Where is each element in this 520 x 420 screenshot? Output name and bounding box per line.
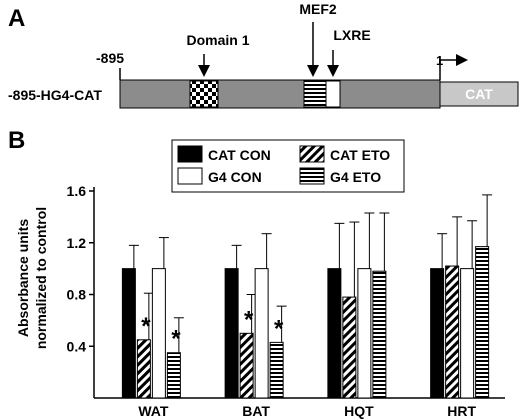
bar [430, 268, 445, 399]
tss-arrow [439, 54, 468, 80]
y-axis-title: Absorbance units normalized to control [15, 207, 49, 349]
x-tick-label: HQT [344, 403, 374, 419]
bar [224, 268, 239, 399]
bar [342, 296, 357, 399]
legend-label: G4 ETO [330, 169, 381, 185]
legend-swatch [299, 145, 325, 163]
bar [460, 268, 475, 399]
bar [166, 352, 181, 399]
panel-a-label: A [8, 5, 25, 32]
y-tick-label: 1.2 [67, 235, 87, 251]
bar [121, 268, 136, 399]
panel-b-label: B [8, 127, 25, 154]
legend-label: CAT ETO [330, 147, 390, 163]
legend-swatch [299, 167, 325, 185]
cat-reporter-box [439, 81, 519, 107]
y-tick-label: 1.6 [67, 183, 87, 199]
bar [475, 246, 490, 399]
significance-marker: * [171, 326, 181, 353]
legend-label: G4 CON [208, 169, 262, 185]
plot-area: 0.4 0.8 1.2 1.6 * * WAT * * BAT HQT HRT [67, 183, 505, 419]
promoter-start-label: -895 [96, 50, 124, 66]
x-tick-label: WAT [138, 403, 169, 419]
promoter-bar [119, 79, 441, 109]
significance-marker: * [244, 306, 254, 333]
cat-label: CAT [465, 86, 493, 102]
legend-swatch [177, 145, 203, 163]
bar [269, 341, 284, 399]
legend-label: CAT CON [208, 147, 271, 163]
chart-legend: CAT CON CAT ETO G4 CON G4 ETO [171, 139, 405, 193]
legend-frame [171, 139, 405, 193]
bar [254, 268, 269, 399]
domain1-label: Domain 1 [186, 32, 249, 48]
construct-label: -895-HG4-CAT [8, 87, 102, 103]
significance-marker: * [141, 313, 151, 340]
bar [239, 332, 254, 399]
lxre-label: LXRE [333, 27, 370, 43]
significance-marker: * [274, 315, 284, 342]
y-tick-label: 0.4 [67, 338, 87, 354]
x-tick-label: BAT [242, 403, 270, 419]
mef2-box [303, 80, 327, 108]
bar [136, 339, 151, 399]
y-axis-label-line-2: normalized to control [33, 207, 49, 349]
mef2-label: MEF2 [299, 1, 337, 17]
y-axis-label-line-1: Absorbance units [15, 219, 31, 337]
bar [445, 265, 460, 399]
y-tick-label: 0.8 [67, 287, 87, 303]
lxre-box [325, 80, 341, 108]
x-tick-label: HRT [447, 403, 476, 419]
bar [327, 268, 342, 399]
bar [151, 268, 166, 399]
bar [372, 270, 387, 399]
domain1-box [189, 80, 219, 108]
legend-swatch [177, 167, 203, 185]
bar [357, 268, 372, 399]
